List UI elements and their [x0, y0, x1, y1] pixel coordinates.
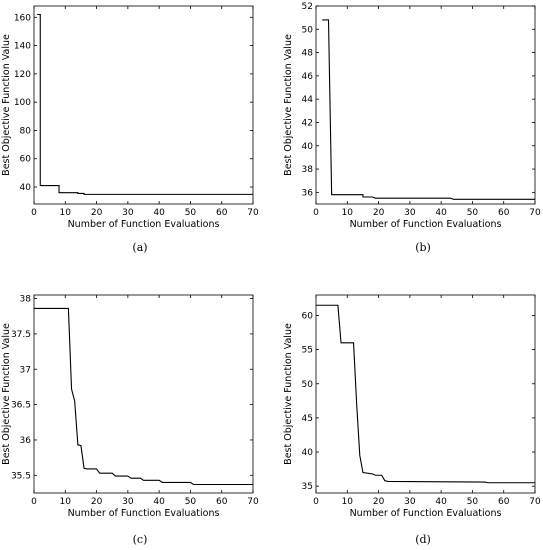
x-tick-label: 30: [122, 208, 134, 218]
series-line-1: [34, 307, 253, 486]
y-tick-label: 60: [302, 311, 314, 321]
series-line-1: [37, 13, 253, 195]
x-tick-label: 40: [153, 497, 165, 507]
y-tick-label: 50: [302, 380, 314, 390]
y-tick-label: 60: [20, 155, 32, 165]
x-tick-label: 20: [91, 208, 103, 218]
x-tick-label: 10: [342, 208, 354, 218]
y-tick-label: 46: [302, 72, 314, 82]
y-tick-label: 35.5: [11, 471, 31, 481]
panel-caption: (c): [133, 533, 148, 546]
y-tick-label: 38: [20, 295, 32, 305]
x-tick-label: 60: [498, 208, 510, 218]
y-tick-label: 140: [14, 42, 31, 52]
chart-panel-3: 0 10 20 30 40 50 60 70 35.5 36 36.5 37 37.5 38 Number …: [1, 295, 259, 546]
x-tick-label: 10: [60, 208, 72, 218]
x-tick-label: 40: [153, 208, 165, 218]
panel-caption: (d): [415, 533, 431, 546]
y-tick-label: 40: [20, 183, 32, 193]
x-tick-label: 0: [31, 497, 37, 507]
y-tick-label: 36.5: [11, 401, 31, 411]
y-tick-label: 35: [302, 482, 313, 492]
x-tick-label: 0: [313, 497, 319, 507]
plot-frame: [33, 5, 254, 205]
x-tick-label: 20: [91, 497, 103, 507]
y-tick-label: 40: [302, 448, 314, 458]
plot-frame: [33, 294, 254, 494]
x-tick-label: 70: [529, 208, 541, 218]
x-tick-label: 70: [529, 497, 541, 507]
x-tick-label: 40: [435, 497, 447, 507]
x-axis-label: Number of Function Evaluations: [350, 508, 502, 519]
x-tick-label: 70: [247, 497, 259, 507]
panel-caption: (a): [132, 241, 147, 254]
x-tick-label: 40: [435, 208, 447, 218]
x-tick-label: 50: [185, 497, 197, 507]
series-line-1: [316, 304, 535, 484]
x-tick-label: 70: [247, 208, 259, 218]
plot-frame: [315, 5, 536, 205]
y-tick-label: 44: [302, 95, 314, 105]
x-tick-label: 50: [467, 208, 479, 218]
x-tick-label: 30: [122, 497, 134, 507]
x-tick-label: 0: [31, 208, 37, 218]
y-tick-label: 45: [302, 414, 313, 424]
x-tick-label: 60: [498, 497, 510, 507]
y-tick-label: 48: [302, 49, 314, 59]
x-tick-label: 30: [404, 497, 416, 507]
x-tick-label: 50: [467, 497, 479, 507]
y-tick-label: 36: [302, 188, 314, 198]
x-tick-label: 30: [404, 208, 416, 218]
x-tick-label: 60: [216, 208, 228, 218]
panel-caption: (b): [415, 241, 431, 254]
y-tick-label: 160: [14, 13, 31, 23]
y-axis-label: Best Objective Function Value: [1, 34, 12, 176]
chart-panel-1: 0 10 20 30 40 50 60 70 40 60 80 100 120 140 160 Number …: [1, 5, 259, 254]
y-tick-label: 42: [302, 118, 313, 128]
y-tick-label: 37: [20, 365, 31, 375]
y-tick-label: 38: [302, 165, 314, 175]
x-tick-label: 10: [60, 497, 72, 507]
y-tick-label: 100: [14, 98, 31, 108]
y-axis-label: Best Objective Function Value: [283, 323, 294, 465]
y-tick-label: 80: [20, 126, 32, 136]
y-tick-label: 120: [14, 70, 31, 80]
y-tick-label: 36: [20, 436, 32, 446]
y-tick-label: 50: [302, 25, 314, 35]
series-line-1: [322, 19, 535, 200]
y-tick-label: 40: [302, 142, 314, 152]
x-tick-label: 20: [373, 208, 385, 218]
y-tick-label: 37.5: [11, 330, 31, 340]
y-tick-label: 52: [302, 2, 313, 12]
x-tick-label: 60: [216, 497, 228, 507]
x-tick-label: 50: [185, 208, 197, 218]
y-axis-label: Best Objective Function Value: [1, 323, 12, 465]
x-tick-label: 20: [373, 497, 385, 507]
y-axis-label: Best Objective Function Value: [283, 34, 294, 176]
x-axis-label: Number of Function Evaluations: [350, 219, 502, 230]
chart-panel-2: 0 10 20 30 40 50 60 70 36 38 40 42 44 46 48 50 52 Number …: [283, 2, 541, 254]
x-tick-label: 10: [342, 497, 354, 507]
x-axis-label: Number of Function Evaluations: [68, 219, 220, 230]
plot-frame: [315, 294, 536, 494]
x-axis-label: Number of Function Evaluations: [68, 508, 220, 519]
x-tick-label: 0: [313, 208, 319, 218]
y-tick-label: 55: [302, 346, 313, 356]
